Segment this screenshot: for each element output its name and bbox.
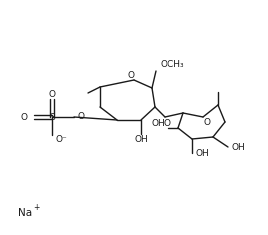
Text: OH: OH xyxy=(231,144,245,153)
Text: O: O xyxy=(49,90,55,98)
Text: OH: OH xyxy=(151,118,165,128)
Text: OCH₃: OCH₃ xyxy=(160,59,184,68)
Text: OH: OH xyxy=(134,134,148,144)
Text: Na: Na xyxy=(18,208,32,218)
Text: O: O xyxy=(203,118,210,126)
Text: O: O xyxy=(163,118,170,128)
Text: O: O xyxy=(77,111,84,121)
Text: O: O xyxy=(20,113,27,121)
Text: O⁻: O⁻ xyxy=(55,136,67,145)
Text: OH: OH xyxy=(195,149,209,158)
Text: S: S xyxy=(49,113,55,121)
Text: O: O xyxy=(128,70,135,79)
Text: +: + xyxy=(33,204,39,212)
